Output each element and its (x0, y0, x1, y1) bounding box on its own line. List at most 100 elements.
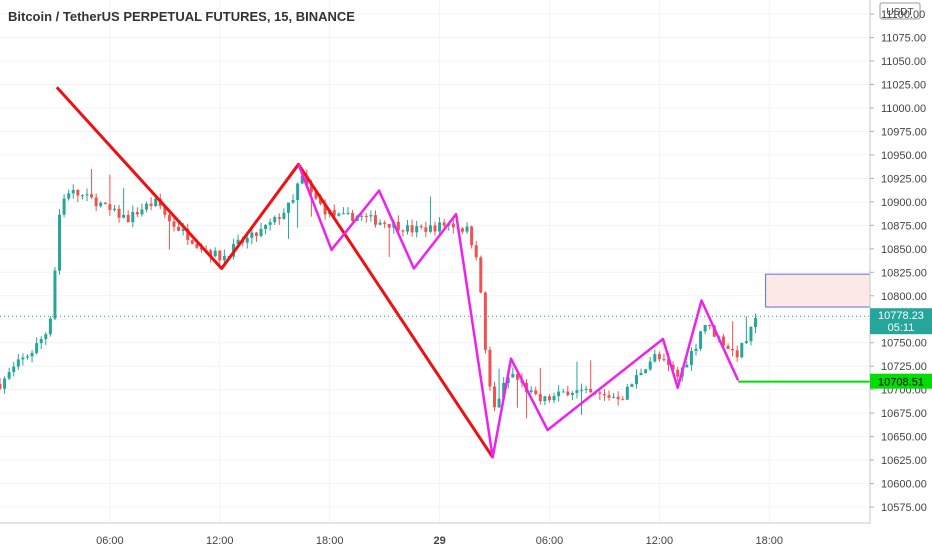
candle-body (699, 331, 703, 349)
candle-body (515, 374, 519, 380)
candle-body (479, 257, 483, 293)
candle-body (268, 222, 272, 225)
candle-body (630, 384, 634, 387)
candle-body (721, 336, 725, 346)
price-tick-label: 10625.00 (881, 455, 927, 467)
candle-body (273, 217, 277, 223)
candle-body (433, 225, 437, 232)
candle-body (48, 318, 52, 335)
candle-body (694, 348, 698, 352)
candle-body (291, 200, 295, 203)
chart-title: Bitcoin / TetherUS PERPETUAL FUTURES, 15… (8, 9, 355, 24)
price-tick-label: 11050.00 (881, 56, 926, 68)
candle-body (167, 214, 171, 222)
magenta-pattern-line[interactable] (297, 163, 740, 459)
candle-body (442, 222, 446, 226)
candle-body (277, 217, 281, 219)
candle-body (250, 232, 254, 238)
candle-body (222, 256, 226, 261)
candle-body (305, 175, 309, 185)
candle-body (625, 386, 629, 400)
candle-body (332, 210, 336, 216)
candle-body (58, 214, 62, 271)
candle-body (369, 215, 373, 217)
price-tick-label: 10850.00 (881, 244, 927, 256)
candle-body (662, 359, 666, 361)
candle-body (282, 212, 286, 219)
candle-body (493, 386, 497, 408)
candle-body (488, 349, 492, 387)
candle-body (16, 359, 20, 367)
red-pattern-line[interactable] (55, 86, 494, 459)
price-tick-label: 10725.00 (881, 361, 927, 373)
price-tick-label: 10875.00 (881, 220, 927, 232)
candle-body (300, 175, 304, 184)
target-zone-box[interactable] (765, 273, 871, 308)
candle-body (218, 250, 222, 261)
candle-body (657, 354, 661, 360)
candle-body (557, 391, 561, 397)
candle-body (12, 366, 16, 372)
candle-body (534, 390, 538, 395)
candle-body (364, 215, 368, 217)
candle-body (62, 198, 66, 215)
candle-body (406, 225, 410, 232)
candle-body (245, 237, 249, 243)
candle-body (30, 352, 34, 357)
candle-body (474, 245, 478, 258)
candle-body (547, 396, 551, 401)
candle-body (3, 378, 7, 389)
candle-body (703, 324, 707, 332)
candle-body (25, 356, 29, 358)
time-axis[interactable]: 06:00 12:00 18:00 29 06:00 12:00 18:00 (0, 522, 932, 550)
candle-body (731, 348, 735, 351)
candle-body (90, 194, 94, 198)
candle-body (648, 361, 652, 370)
countdown-label: 05:11 (888, 322, 915, 334)
candle-body (177, 226, 181, 231)
candle-body (396, 221, 400, 231)
candle-body (740, 343, 744, 358)
candle-body (401, 230, 405, 232)
candle-body (634, 375, 638, 385)
candle-body (685, 364, 689, 368)
candle-body (460, 228, 464, 232)
candle-body (575, 390, 579, 393)
candle-body (213, 250, 217, 257)
candle-body (383, 222, 387, 224)
candle-body (39, 339, 43, 344)
candle-body (410, 225, 414, 233)
candle-body (621, 399, 625, 401)
candle-body (163, 206, 167, 215)
price-axis[interactable]: USDT 11100.00 11075.00 11050.00 11025.00 110… (869, 0, 932, 523)
candle-body (254, 232, 258, 237)
candle-body (689, 351, 693, 365)
candle-body (744, 341, 748, 344)
candle-body (259, 228, 263, 237)
candle-body (195, 243, 199, 248)
time-tick-label: 18:00 (755, 535, 783, 547)
candle-body (21, 357, 25, 360)
candle-body (0, 384, 2, 389)
target-zone[interactable] (765, 273, 871, 308)
candle-body (108, 204, 112, 210)
candle-body (470, 226, 474, 246)
candle-body (543, 396, 547, 402)
price-tick-label: 11025.00 (881, 80, 926, 92)
candle-body (314, 192, 318, 199)
time-tick-label: 06:00 (536, 535, 564, 547)
candle-body (415, 226, 419, 233)
harmonic-patterns[interactable] (55, 86, 870, 459)
candle-body (154, 198, 158, 206)
candle-body (236, 239, 240, 245)
candle-body (286, 202, 290, 213)
price-tick-label: 10750.00 (881, 338, 927, 350)
candle-body (529, 390, 533, 393)
candle-body (80, 195, 84, 197)
candle-body (424, 227, 428, 232)
time-tick-label: 12:00 (206, 535, 234, 547)
time-tick-label: 29 (433, 535, 445, 547)
candle-body (570, 392, 574, 396)
candle-body (145, 203, 149, 210)
